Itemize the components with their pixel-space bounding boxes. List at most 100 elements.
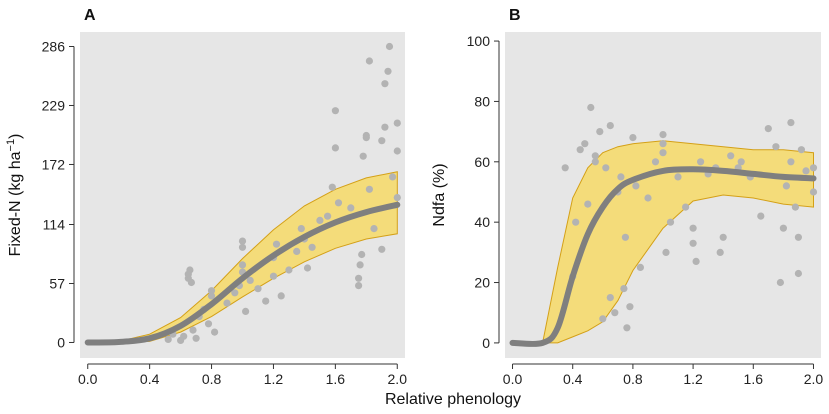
data-point xyxy=(385,42,394,51)
panel-a-y-title-close: ) xyxy=(7,134,24,139)
data-point xyxy=(697,158,705,166)
data-point xyxy=(617,173,625,181)
x-tick-label: 1.6 xyxy=(744,371,764,387)
data-point xyxy=(809,188,818,196)
data-point xyxy=(587,103,595,112)
y-tick-label: 60 xyxy=(474,154,490,170)
data-point xyxy=(297,225,305,233)
data-point xyxy=(757,212,765,220)
data-point xyxy=(186,266,194,274)
panel-b-y-axis: 0 20 40 60 80 100 xyxy=(467,33,500,351)
panel-a-y-title-superscript: −1 xyxy=(5,139,17,152)
panel-a-letter: A xyxy=(84,7,96,24)
data-point xyxy=(242,307,250,315)
data-point xyxy=(606,122,614,130)
fit-line xyxy=(84,201,401,346)
data-point xyxy=(716,248,724,256)
data-point xyxy=(629,134,637,142)
data-point xyxy=(787,119,795,127)
data-point xyxy=(606,294,614,302)
data-point xyxy=(659,149,667,157)
data-point xyxy=(328,183,336,191)
data-point xyxy=(324,212,332,220)
data-point xyxy=(576,146,584,154)
y-tick-label: 114 xyxy=(43,216,66,232)
data-point xyxy=(331,144,339,152)
data-point xyxy=(674,173,682,181)
data-point xyxy=(689,224,697,232)
y-tick-label: 20 xyxy=(474,275,490,291)
y-tick-label: 80 xyxy=(474,93,490,109)
data-point xyxy=(347,204,355,212)
data-point xyxy=(277,292,285,300)
data-point xyxy=(809,164,818,172)
data-point xyxy=(269,272,278,280)
data-point xyxy=(358,250,366,259)
data-point xyxy=(378,245,386,253)
data-point xyxy=(666,218,675,226)
panel-a-y-axis-title: Fixed-N (kg ha−1) xyxy=(5,134,24,257)
data-point xyxy=(651,158,660,166)
y-tick-label: 40 xyxy=(474,214,490,230)
data-point xyxy=(794,233,803,241)
y-tick-label: 229 xyxy=(42,97,66,113)
shared-x-axis-title: Relative phenology xyxy=(385,391,521,408)
data-point xyxy=(393,119,401,127)
data-point xyxy=(316,216,324,224)
data-point xyxy=(223,299,231,307)
data-point xyxy=(393,194,401,202)
panel-b-points xyxy=(561,103,818,332)
data-point xyxy=(719,233,727,241)
data-point xyxy=(621,233,630,241)
y-tick-label: 100 xyxy=(467,33,491,49)
data-point xyxy=(611,309,619,317)
data-point xyxy=(782,182,791,190)
data-point xyxy=(272,240,281,248)
data-point xyxy=(620,285,628,293)
data-point xyxy=(204,320,213,328)
data-point xyxy=(682,203,690,211)
data-point xyxy=(355,274,363,282)
data-point xyxy=(355,282,363,290)
y-tick-label: 57 xyxy=(49,275,65,291)
data-point xyxy=(776,278,785,287)
data-point xyxy=(192,334,200,342)
data-point xyxy=(591,158,599,166)
data-point xyxy=(362,131,370,140)
data-point xyxy=(303,264,312,272)
x-tick-label: 1.2 xyxy=(264,371,284,387)
data-point xyxy=(393,147,401,155)
data-point xyxy=(659,131,667,139)
data-point xyxy=(623,324,631,332)
x-tick-label: 1.2 xyxy=(683,371,703,387)
x-tick-label: 2.0 xyxy=(388,371,408,387)
data-point xyxy=(779,224,788,232)
x-tick-label: 0.0 xyxy=(503,371,523,387)
data-point xyxy=(632,182,640,190)
data-point xyxy=(331,107,339,115)
data-point xyxy=(692,257,700,265)
x-tick-label: 0.8 xyxy=(623,371,643,387)
data-point xyxy=(254,285,262,293)
data-point xyxy=(370,225,378,233)
data-point xyxy=(285,266,293,274)
panel-a: 0.0 0.4 0.8 1.2 1.6 2.0 0 57 114 172 229 286 A Fix… xyxy=(5,7,407,387)
data-point xyxy=(772,143,780,151)
data-point xyxy=(584,200,592,208)
data-point xyxy=(794,269,803,278)
data-point xyxy=(378,137,386,145)
data-point xyxy=(561,164,569,172)
data-point xyxy=(572,218,580,226)
x-tick-label: 2.0 xyxy=(804,371,824,387)
panel-a-y-title-main: Fixed-N (kg ha xyxy=(7,151,24,256)
data-point xyxy=(356,261,364,269)
data-point xyxy=(626,303,634,311)
data-point xyxy=(689,239,697,247)
y-tick-label: 0 xyxy=(482,335,490,351)
data-point xyxy=(791,203,800,211)
data-point xyxy=(636,263,645,271)
data-point xyxy=(164,335,172,343)
data-point xyxy=(797,146,806,154)
